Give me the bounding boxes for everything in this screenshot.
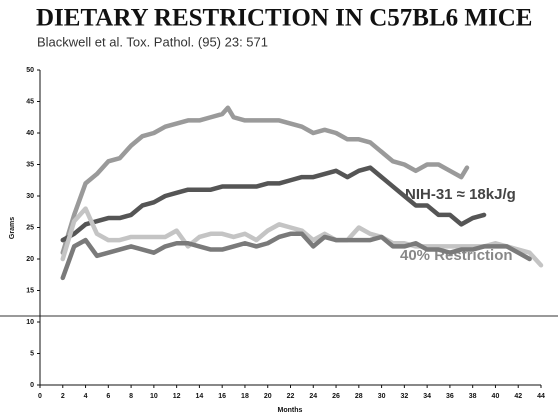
series-line — [60, 206, 544, 268]
x-tick-label: 26 — [332, 393, 340, 400]
x-tick-label: 28 — [355, 393, 363, 400]
x-axis-label: Months — [278, 407, 303, 414]
y-tick-label: 35 — [26, 161, 34, 168]
y-tick-label: 20 — [26, 256, 34, 263]
x-tick-label: 32 — [400, 393, 408, 400]
chart-subtitle: Blackwell et al. Tox. Pathol. (95) 23: 5… — [37, 34, 268, 49]
y-tick-label: 0 — [30, 382, 34, 389]
x-tick-label: 16 — [218, 393, 226, 400]
annotation: NIH-31 ≈ 18kJ/g — [405, 186, 516, 203]
y-tick-label: 25 — [26, 224, 34, 231]
series-line — [60, 165, 487, 243]
y-tick-label: 15 — [26, 287, 34, 294]
x-tick-label: 0 — [38, 393, 42, 400]
y-tick-label: 10 — [26, 319, 34, 326]
x-tick-label: 36 — [446, 393, 454, 400]
series-line — [60, 231, 532, 281]
y-tick-label: 45 — [26, 98, 34, 105]
y-tick-label: 40 — [26, 130, 34, 137]
x-tick-label: 40 — [492, 393, 500, 400]
x-tick-label: 18 — [241, 393, 249, 400]
x-tick-label: 2 — [61, 393, 65, 400]
x-tick-label: 42 — [514, 393, 522, 400]
x-tick-label: 44 — [537, 393, 545, 400]
x-tick-label: 10 — [150, 393, 158, 400]
x-tick-label: 34 — [423, 393, 431, 400]
x-tick-label: 8 — [129, 393, 133, 400]
y-tick-label: 50 — [26, 67, 34, 74]
series-line — [60, 105, 470, 255]
chart-title: DIETARY RESTRICTION IN C57BL6 MICE — [36, 5, 532, 32]
x-tick-label: 4 — [84, 393, 88, 400]
x-tick-label: 6 — [106, 393, 110, 400]
x-tick-label: 30 — [378, 393, 386, 400]
y-tick-label: 30 — [26, 193, 34, 200]
x-tick-label: 12 — [173, 393, 181, 400]
x-tick-label: 38 — [469, 393, 477, 400]
x-tick-label: 20 — [264, 393, 272, 400]
y-axis-label: Grams — [9, 217, 16, 239]
y-tick-label: 5 — [30, 350, 34, 357]
x-tick-label: 22 — [287, 393, 295, 400]
x-tick-label: 14 — [196, 393, 204, 400]
x-tick-label: 24 — [309, 393, 317, 400]
